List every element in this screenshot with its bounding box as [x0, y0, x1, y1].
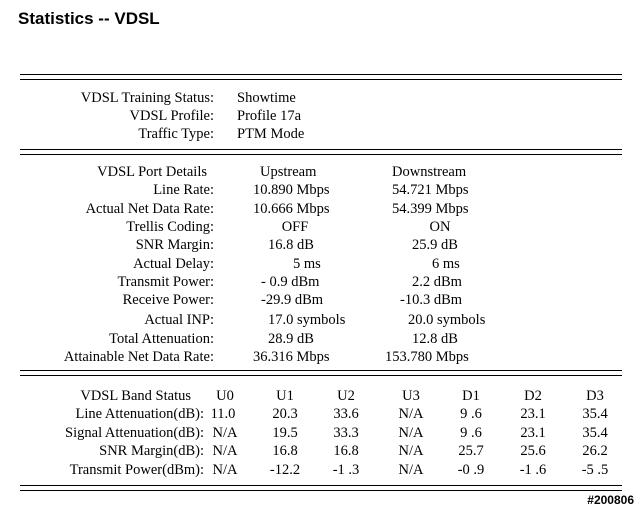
total-attenuation-label: Total Attenuation: [109, 331, 214, 347]
band-cell: N/A [212, 462, 238, 478]
separator [20, 485, 622, 491]
actual-delay-up: 5 ms [293, 256, 321, 272]
line-rate-up: 10.890 Mbps [253, 182, 330, 198]
band-cell: N/A [398, 406, 424, 422]
line-rate-label: Line Rate: [153, 182, 214, 198]
attainable-rate-label: Attainable Net Data Rate: [63, 349, 214, 365]
band-col-u2: U2 [337, 388, 355, 404]
port-details-heading: VDSL Port Details [97, 164, 207, 180]
footer-code: #200806 [587, 493, 634, 507]
receive-power-label: Receive Power: [122, 292, 214, 308]
separator [20, 74, 622, 80]
traffic-type-label: Traffic Type: [138, 126, 214, 142]
band-cell: -1 .3 [332, 462, 360, 478]
band-cell: -5 .5 [581, 462, 609, 478]
actual-delay-label: Actual Delay: [133, 256, 214, 272]
band-col-d2: D2 [524, 388, 542, 404]
band-col-u0: U0 [216, 388, 234, 404]
net-data-rate-up: 10.666 Mbps [253, 201, 330, 217]
band-cell: 9 .6 [460, 406, 482, 422]
separator [20, 149, 622, 155]
band-status-heading: VDSL Band Status [80, 388, 191, 404]
band-cell: 23.1 [520, 406, 546, 422]
band-cell: 26.2 [582, 443, 608, 459]
actual-delay-down: 6 ms [432, 256, 460, 272]
traffic-type-value: PTM Mode [237, 126, 305, 142]
band-cell: 33.6 [333, 406, 359, 422]
band-cell: 25.6 [520, 443, 546, 459]
band-cell: N/A [398, 425, 424, 441]
training-status-label: VDSL Training Status: [80, 90, 214, 106]
band-row-label: Signal Attenuation(dB): [65, 425, 204, 441]
band-col-u3: U3 [402, 388, 420, 404]
band-cell: 33.3 [333, 425, 359, 441]
trellis-coding-down: ON [429, 219, 451, 235]
transmit-power-label: Transmit Power: [117, 274, 214, 290]
vdsl-profile-label: VDSL Profile: [129, 108, 214, 124]
band-row-label: SNR Margin(dB): [99, 443, 204, 459]
snr-margin-down: 25.9 dB [412, 237, 458, 253]
band-row-label: Line Attenuation(dB): [75, 406, 204, 422]
band-cell: N/A [212, 443, 238, 459]
band-cell: 20.3 [272, 406, 298, 422]
band-cell: N/A [398, 443, 424, 459]
band-cell: 35.4 [582, 406, 608, 422]
band-cell: -1 .6 [519, 462, 547, 478]
net-data-rate-label: Actual Net Data Rate: [85, 201, 214, 217]
transmit-power-down: 2.2 dBm [412, 274, 462, 290]
upstream-heading: Upstream [260, 164, 317, 180]
band-cell: N/A [212, 425, 238, 441]
band-cell: 35.4 [582, 425, 608, 441]
band-cell: 23.1 [520, 425, 546, 441]
total-attenuation-up: 28.9 dB [268, 331, 314, 347]
band-cell: 9 .6 [460, 425, 482, 441]
band-cell: 16.8 [272, 443, 298, 459]
band-cell: -12.2 [269, 462, 301, 478]
snr-margin-up: 16.8 dB [268, 237, 314, 253]
line-rate-down: 54.721 Mbps [392, 182, 469, 198]
band-cell: 25.7 [458, 443, 484, 459]
band-cell: 16.8 [333, 443, 359, 459]
band-col-u1: U1 [276, 388, 294, 404]
actual-inp-label: Actual INP: [144, 312, 214, 328]
attainable-rate-up: 36.316 Mbps [253, 349, 330, 365]
band-cell: 19.5 [272, 425, 298, 441]
training-status-value: Showtime [237, 90, 296, 106]
receive-power-down: -10.3 dBm [400, 292, 463, 308]
actual-inp-up: 17.0 symbols [268, 312, 346, 328]
page-title: Statistics -- VDSL [18, 9, 160, 28]
band-cell: 11.0 [210, 406, 236, 422]
trellis-coding-up: OFF [281, 219, 309, 235]
downstream-heading: Downstream [392, 164, 467, 180]
total-attenuation-down: 12.8 dB [412, 331, 458, 347]
attainable-rate-down: 153.780 Mbps [385, 349, 469, 365]
actual-inp-down: 20.0 symbols [408, 312, 486, 328]
band-col-d3: D3 [586, 388, 604, 404]
transmit-power-up: - 0.9 dBm [261, 274, 320, 290]
vdsl-profile-value: Profile 17a [237, 108, 302, 124]
band-col-d1: D1 [462, 388, 480, 404]
receive-power-up: -29.9 dBm [261, 292, 324, 308]
separator [20, 370, 622, 376]
band-row-label: Transmit Power(dBm): [69, 462, 204, 478]
trellis-coding-label: Trellis Coding: [126, 219, 214, 235]
band-cell: N/A [398, 462, 424, 478]
band-cell: -0 .9 [457, 462, 485, 478]
net-data-rate-down: 54.399 Mbps [392, 201, 469, 217]
snr-margin-label: SNR Margin: [135, 237, 214, 253]
